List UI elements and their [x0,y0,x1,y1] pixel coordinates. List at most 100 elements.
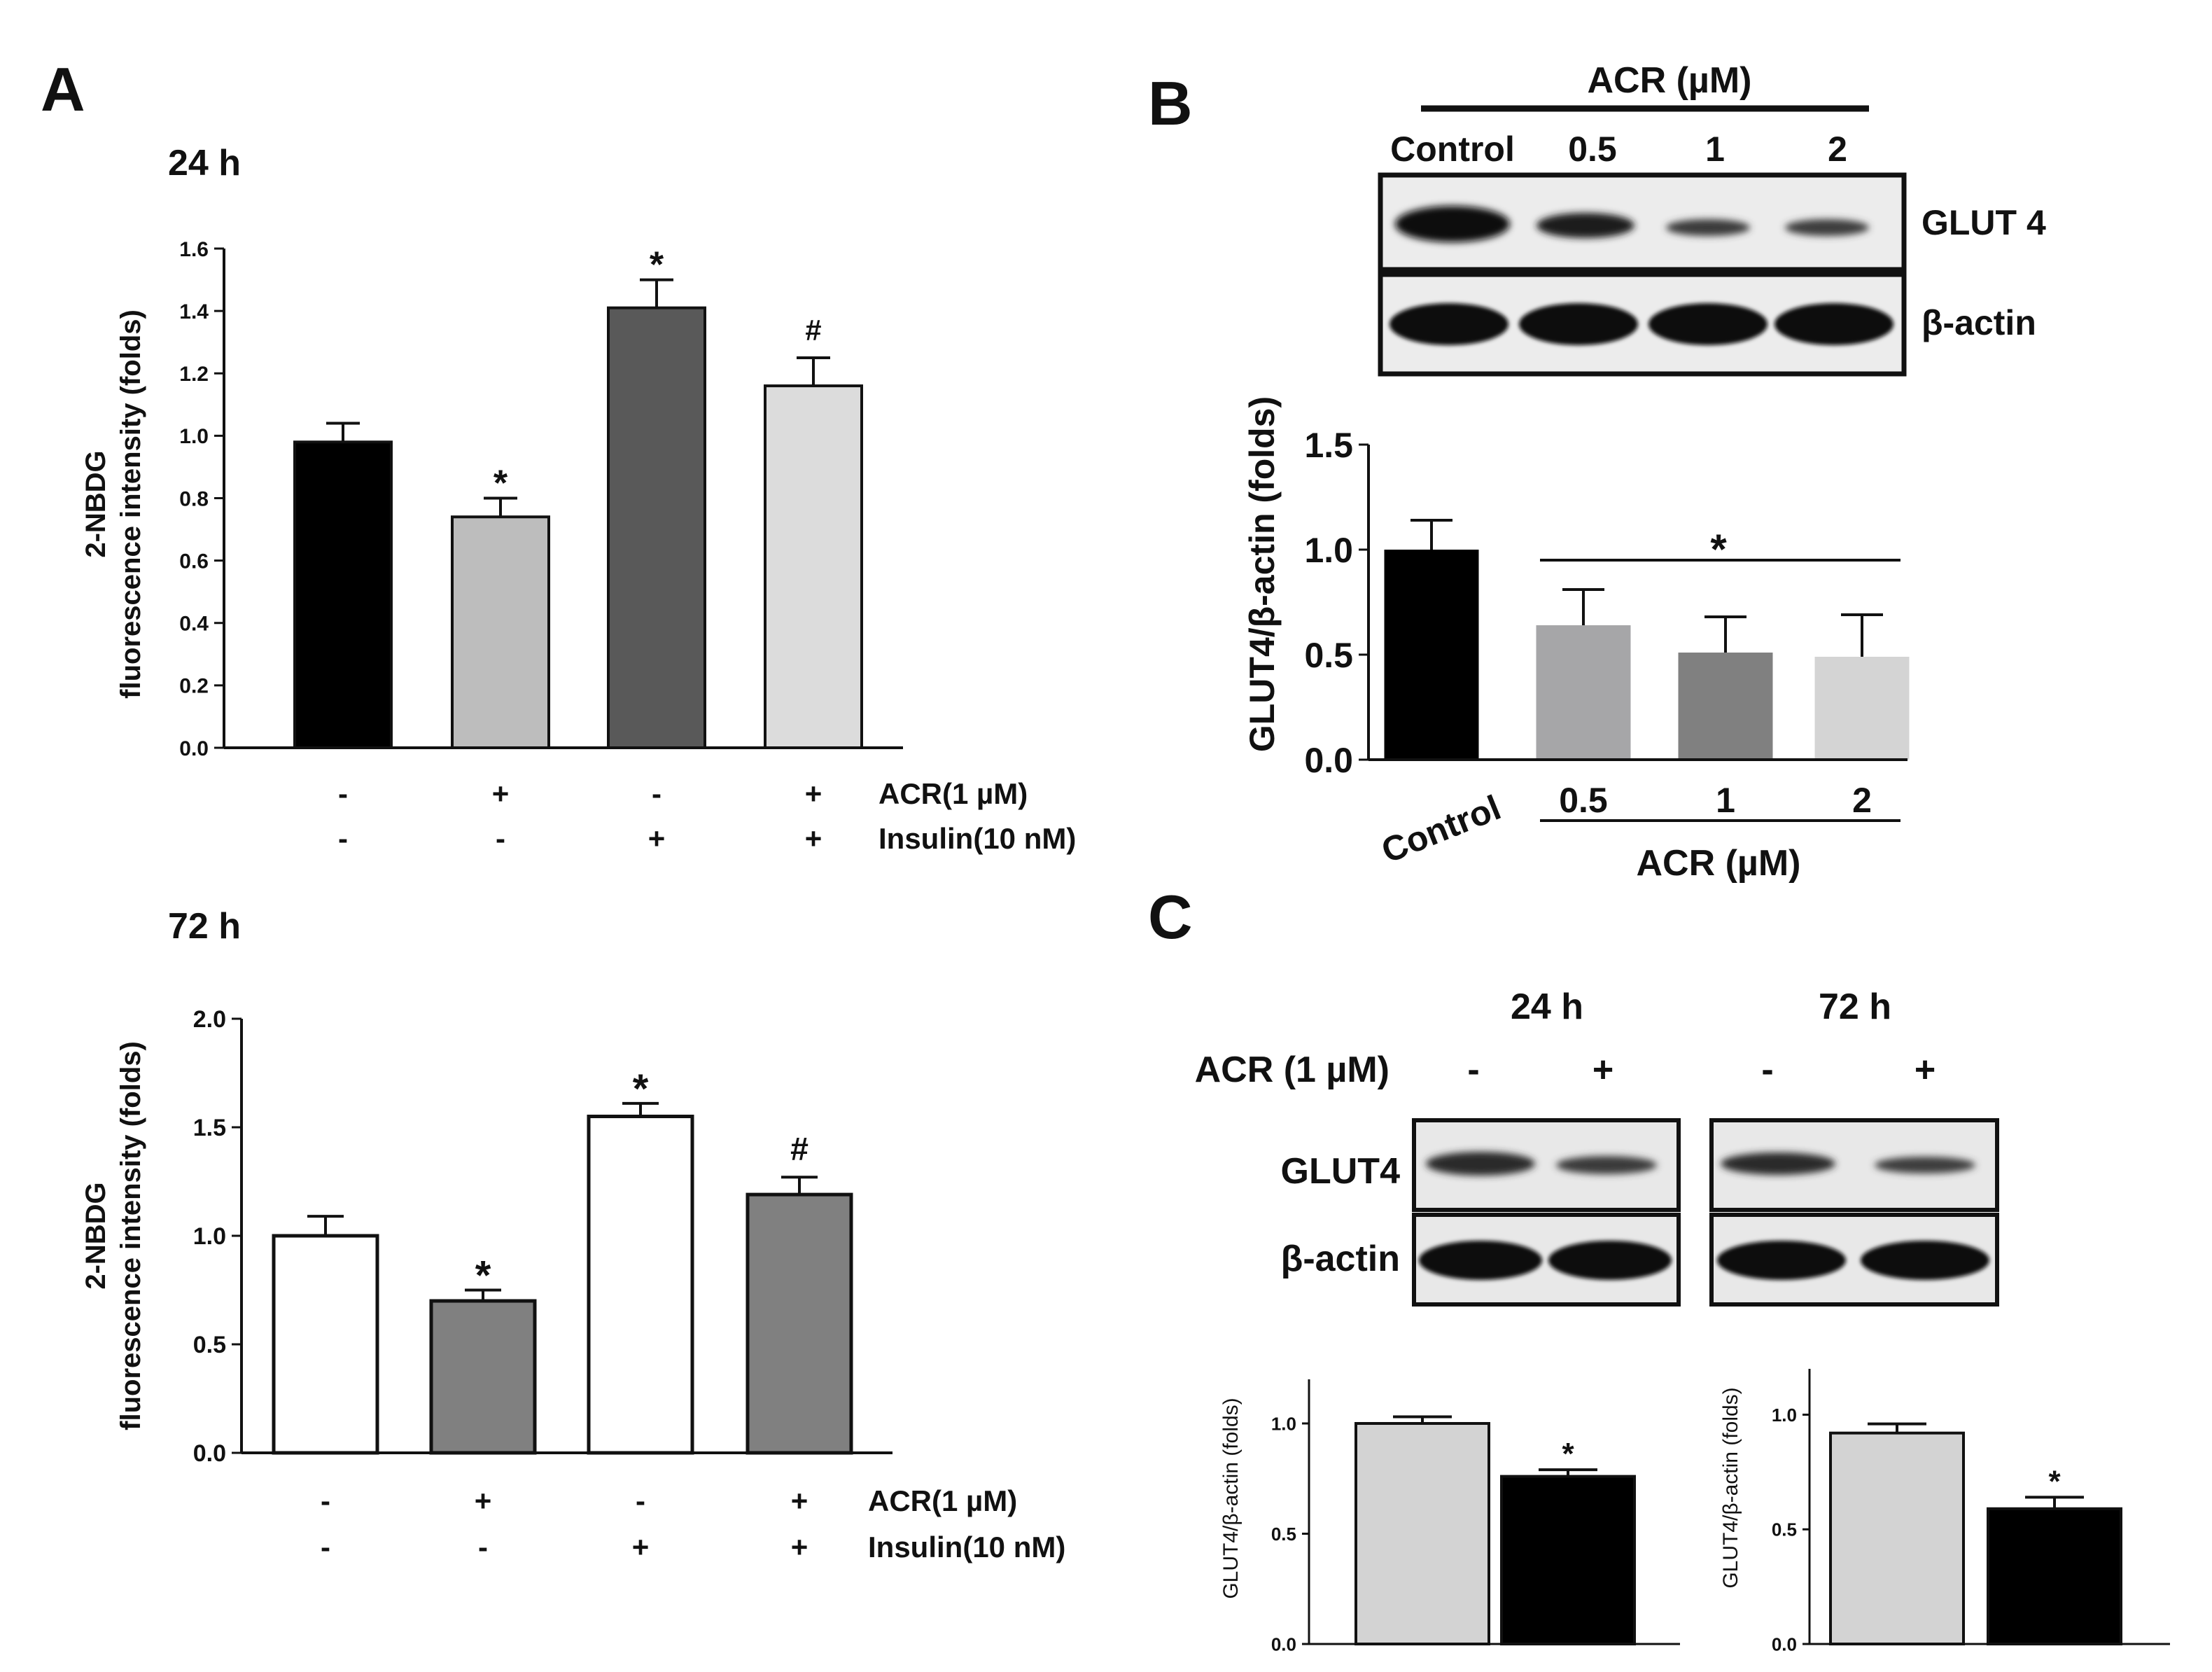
treatment-mark: + [1914,1050,1935,1090]
blot-band [1548,1241,1672,1280]
y-tick-label: 0.5 [1772,1519,1797,1540]
y-tick-label: 0.5 [1304,636,1353,675]
y-tick-label: 0.5 [1271,1524,1296,1545]
blot-band [1875,1157,1975,1173]
chart-a-24h: 24 h 2-NBDG fluorescence intensity (fold… [80,143,1076,855]
y-axis-label: GLUT4/β-actin (folds) [1242,396,1282,752]
condition-label: ACR(1 µM) [868,1484,1017,1517]
panel-label-b: B [1148,69,1193,138]
blot-band [1648,303,1768,345]
y-tick-label: 1.2 [179,363,209,386]
treatment-mark: + [1592,1050,1614,1090]
y-tick-label: 0.2 [179,675,209,698]
y-tick-label: 1.4 [179,300,209,323]
y-tick-label: 0.0 [1271,1633,1296,1654]
bars: * * # [293,245,863,749]
x-tick-label: 0.5 [1559,781,1608,820]
significance-marker: * [1710,526,1727,573]
y-tick-label: 0.6 [179,550,209,573]
lane-label: 2 [1828,130,1847,169]
condition-label: ACR(1 µM) [878,777,1028,810]
condition-mark: + [475,1484,492,1517]
condition-table: - + - + ACR(1 µM) - - + + Insulin(10 nM) [338,777,1076,855]
condition-mark: - [496,822,505,855]
chart-b: GLUT4/β-actin (folds) 0.0 0.5 1.0 1.5 * Con… [1242,396,1910,884]
chart-title: 24 h [168,143,241,183]
blot-row-label: β-actin [1921,303,2036,342]
y-tick-label: 0.0 [193,1440,226,1467]
y-tick-label: 1.0 [1304,531,1353,570]
condition-mark: + [492,777,510,810]
western-blot-c: 24 h 72 h ACR (1 µM) - + - + GLUT4 β-act… [1195,987,1999,1307]
bar [1354,1422,1490,1645]
lane-label: 0.5 [1568,130,1617,169]
chart-title: 72 h [168,906,241,947]
blot-band [1395,206,1510,242]
y-tick-label: 2.0 [193,1006,226,1033]
y-tick-label: 0.0 [179,737,209,760]
condition-mark: - [478,1531,488,1563]
chart-c-72h: GLUT4/β-actin (folds) 0.0 0.5 1.0 * [1719,1369,2170,1654]
group-label: ACR (µM) [1636,843,1800,884]
significance-marker: * [650,245,664,286]
significance-marker: * [633,1066,649,1112]
y-tick-label: 1.0 [1772,1405,1797,1426]
y-tick-label: 0.5 [193,1332,226,1358]
bar [429,1299,537,1455]
blot-row-label: GLUT4 [1281,1151,1401,1192]
treatment-label: ACR (1 µM) [1195,1050,1390,1090]
bar [1384,550,1479,760]
blot-band [1556,1156,1657,1174]
bar [746,1192,853,1455]
blot-band [1519,303,1638,345]
condition-mark: + [805,777,822,810]
y-tick-label: 1.0 [193,1223,226,1250]
lane-label: 1 [1705,130,1725,169]
panel-label-a: A [41,55,85,124]
y-tick-label: 0.4 [179,613,209,636]
blot-band [1426,1152,1535,1176]
blot-band [1419,1241,1542,1280]
blot-band [1785,219,1869,236]
x-tick-label: 1 [1716,781,1735,820]
y-axis-label: GLUT4/β-actin (folds) [1219,1398,1242,1598]
condition-mark: + [805,822,822,855]
bar [293,440,393,749]
bars: * [1354,1415,1636,1646]
y-axis-label-line-1: 2-NBDG [80,1182,111,1289]
significance-marker: # [790,1130,808,1166]
condition-mark: - [338,822,348,855]
bars: * * # [272,1066,853,1455]
significance-marker: * [1562,1437,1574,1471]
bar [1678,653,1773,760]
blot-band [1666,219,1750,236]
condition-mark: - [652,777,662,810]
y-tick-label: 0.8 [179,487,209,510]
blot-band [1717,1241,1846,1280]
y-axis-ticks: 0.0 0.5 1.0 [1772,1405,1809,1654]
chart-c-24h: GLUT4/β-actin (folds) 0.0 0.5 1.0 * [1219,1379,1680,1654]
y-axis-label: GLUT4/β-actin (folds) [1719,1387,1742,1588]
condition-mark: - [338,777,348,810]
condition-mark: - [321,1531,330,1563]
bars [1384,519,1910,760]
bar [764,384,863,749]
y-tick-label: 0.0 [1772,1633,1797,1654]
bar [607,306,706,749]
significance-marker: * [493,464,508,504]
condition-mark: + [791,1531,808,1563]
blot-row-label: GLUT 4 [1921,203,2046,242]
blot-band [1774,303,1893,345]
y-tick-label: 1.5 [1304,426,1353,465]
y-tick-label: 1.0 [179,425,209,448]
blot-band [1721,1152,1835,1175]
blot-header: ACR (µM) [1587,60,1751,101]
blot-band [1536,213,1634,238]
bar [587,1115,694,1455]
y-tick-label: 1.0 [1271,1413,1296,1434]
blot-band [1861,1241,1989,1280]
bar [272,1234,379,1455]
significance-marker: # [805,314,821,347]
blot-band [1390,303,1508,345]
